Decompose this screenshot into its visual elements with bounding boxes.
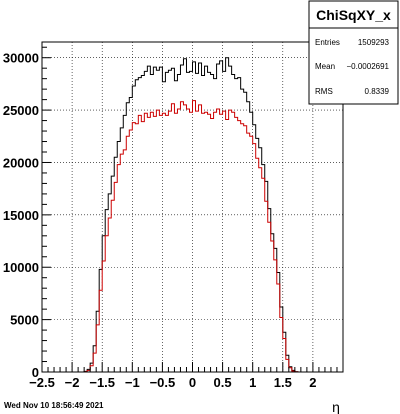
stats-rms-label: RMS	[315, 87, 333, 96]
stats-box: ChiSqXY_x Entries 1509293 Mean −0.000269…	[308, 0, 399, 105]
y-tick-label: 15000	[3, 208, 39, 223]
x-tick-labels: −2.5 −2 −1.5 −1 −0.5 0 0.5 1 1.5 2	[29, 375, 316, 390]
x-tick-label: 0.5	[214, 375, 232, 390]
histogram-series-2	[42, 100, 343, 373]
date-stamp: Wed Nov 10 18:56:49 2021	[4, 401, 104, 410]
stats-entries-value: 1509293	[358, 38, 390, 47]
x-tick-label: 0	[189, 375, 196, 390]
stats-mean-label: Mean	[315, 62, 335, 71]
series-layer	[42, 57, 343, 373]
y-tick-label: 30000	[3, 51, 39, 66]
stats-title: ChiSqXY_x	[316, 7, 391, 23]
y-tick-label: 20000	[3, 155, 39, 170]
x-tick-label: −0.5	[150, 375, 176, 390]
x-tick-label: −2.5	[29, 375, 55, 390]
y-tick-label: 25000	[3, 103, 39, 118]
y-tick-label: 10000	[3, 260, 39, 275]
x-tick-label: 1.5	[274, 375, 292, 390]
y-tick-label: 5000	[10, 313, 39, 328]
stats-mean-value: −0.0002691	[347, 62, 390, 71]
y-tick-labels: 0 5000 10000 15000 20000 25000 30000	[3, 51, 39, 380]
x-tick-label: 1	[249, 375, 256, 390]
stats-entries-label: Entries	[315, 38, 340, 47]
y-tick-label: 0	[32, 365, 39, 380]
x-tick-label: −1	[125, 375, 140, 390]
x-axis-title: η	[332, 399, 340, 414]
x-tick-label: 2	[309, 375, 316, 390]
stats-rms-value: 0.8339	[365, 87, 390, 96]
x-tick-label: −2	[65, 375, 80, 390]
histogram-series-1	[42, 57, 343, 373]
stats-box-frame	[308, 0, 399, 105]
x-tick-label: −1.5	[89, 375, 115, 390]
axes	[41, 46, 338, 373]
